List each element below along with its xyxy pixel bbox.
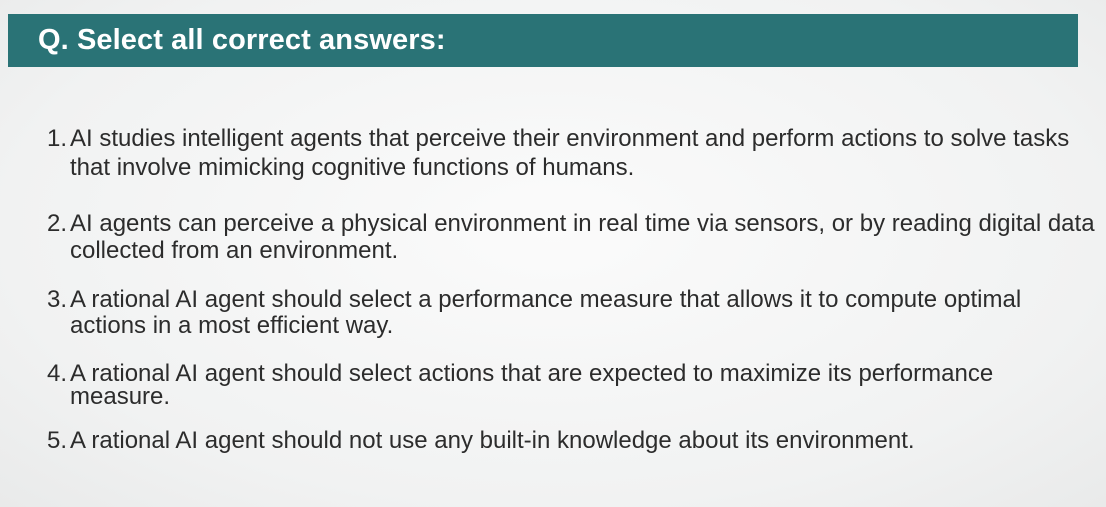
answer-number: 4. bbox=[47, 360, 68, 387]
answer-text: AI studies intelligent agents that perce… bbox=[70, 125, 1070, 181]
question-header: Q. Select all correct answers: bbox=[8, 14, 1078, 67]
answer-number: 3. bbox=[47, 286, 68, 313]
answer-number: 1. bbox=[47, 125, 68, 152]
answer-text: A rational AI agent should select a perf… bbox=[70, 286, 1022, 339]
answer-number: 5. bbox=[47, 427, 68, 454]
answer-item-4: 4. A rational AI agent should select act… bbox=[47, 360, 1097, 410]
answer-number: 2. bbox=[47, 210, 68, 237]
answer-item-5: 5. A rational AI agent should not use an… bbox=[47, 426, 1097, 455]
answer-item-2: 2. AI agents can perceive a physical env… bbox=[47, 210, 1097, 264]
answer-text: A rational AI agent should not use any b… bbox=[70, 427, 915, 454]
question-title: Q. Select all correct answers: bbox=[38, 24, 446, 56]
answer-text: AI agents can perceive a physical enviro… bbox=[70, 210, 1095, 264]
answer-text: A rational AI agent should select action… bbox=[70, 360, 994, 410]
answer-item-1: 1. AI studies intelligent agents that pe… bbox=[47, 124, 1097, 182]
answer-list: 1. AI studies intelligent agents that pe… bbox=[47, 124, 1097, 455]
answer-item-3: 3. A rational AI agent should select a p… bbox=[47, 287, 1097, 339]
